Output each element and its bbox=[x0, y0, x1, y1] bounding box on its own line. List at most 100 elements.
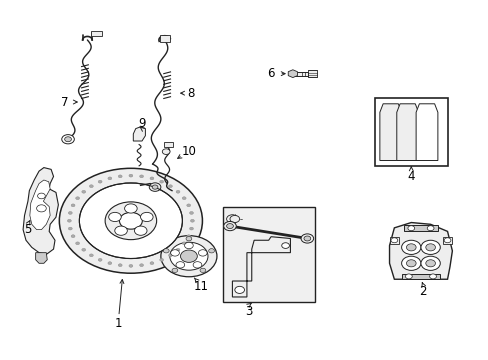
Circle shape bbox=[208, 249, 214, 253]
Circle shape bbox=[420, 240, 439, 255]
Circle shape bbox=[98, 180, 102, 183]
Circle shape bbox=[401, 256, 420, 270]
Polygon shape bbox=[415, 104, 437, 161]
Circle shape bbox=[149, 183, 161, 192]
Circle shape bbox=[105, 202, 156, 240]
Circle shape bbox=[160, 180, 163, 183]
Circle shape bbox=[76, 242, 80, 245]
Circle shape bbox=[108, 177, 112, 180]
Circle shape bbox=[64, 137, 71, 142]
Circle shape bbox=[152, 185, 158, 189]
Circle shape bbox=[406, 244, 415, 251]
Circle shape bbox=[301, 234, 313, 243]
Bar bbox=[292, 72, 308, 76]
Circle shape bbox=[150, 177, 154, 180]
Circle shape bbox=[140, 264, 143, 267]
Circle shape bbox=[186, 235, 190, 238]
Circle shape bbox=[226, 224, 233, 229]
Text: 6: 6 bbox=[267, 67, 274, 80]
Circle shape bbox=[223, 221, 236, 231]
Circle shape bbox=[182, 242, 186, 245]
Circle shape bbox=[176, 262, 184, 268]
Circle shape bbox=[193, 262, 202, 268]
Circle shape bbox=[168, 254, 172, 257]
Text: 7: 7 bbox=[61, 95, 68, 108]
Bar bbox=[160, 35, 169, 42]
Circle shape bbox=[427, 226, 433, 231]
Circle shape bbox=[170, 250, 179, 256]
Circle shape bbox=[129, 174, 133, 177]
Circle shape bbox=[189, 212, 193, 214]
Circle shape bbox=[198, 250, 207, 256]
Text: 2: 2 bbox=[419, 285, 426, 298]
Circle shape bbox=[443, 238, 450, 243]
Circle shape bbox=[234, 286, 244, 293]
Circle shape bbox=[168, 185, 172, 188]
Polygon shape bbox=[30, 180, 50, 230]
Polygon shape bbox=[133, 127, 145, 141]
Circle shape bbox=[89, 185, 93, 188]
Circle shape bbox=[59, 168, 202, 273]
Circle shape bbox=[186, 204, 190, 207]
Circle shape bbox=[162, 149, 170, 154]
Circle shape bbox=[182, 197, 186, 200]
Circle shape bbox=[76, 197, 80, 200]
Circle shape bbox=[108, 262, 112, 265]
Text: 9: 9 bbox=[138, 117, 145, 130]
Bar bbox=[308, 71, 316, 77]
Circle shape bbox=[129, 265, 133, 267]
Circle shape bbox=[124, 204, 137, 213]
Circle shape bbox=[68, 227, 72, 230]
Circle shape bbox=[115, 226, 127, 235]
Circle shape bbox=[176, 190, 180, 193]
Polygon shape bbox=[23, 168, 58, 255]
Text: 11: 11 bbox=[193, 280, 208, 293]
Circle shape bbox=[140, 175, 143, 178]
Circle shape bbox=[184, 242, 193, 249]
Circle shape bbox=[98, 258, 102, 261]
Circle shape bbox=[401, 240, 420, 255]
Circle shape bbox=[176, 248, 180, 251]
Bar bbox=[223, 207, 314, 302]
Circle shape bbox=[189, 227, 193, 230]
Circle shape bbox=[169, 242, 207, 270]
Text: 1: 1 bbox=[115, 317, 122, 330]
Circle shape bbox=[81, 248, 85, 251]
Circle shape bbox=[405, 274, 411, 279]
Circle shape bbox=[150, 262, 154, 265]
Circle shape bbox=[406, 260, 415, 267]
Circle shape bbox=[229, 215, 239, 222]
Circle shape bbox=[172, 268, 178, 273]
Circle shape bbox=[281, 243, 289, 248]
Circle shape bbox=[37, 205, 46, 212]
Bar bbox=[442, 237, 451, 244]
Circle shape bbox=[163, 249, 169, 253]
Circle shape bbox=[161, 236, 217, 277]
Circle shape bbox=[79, 183, 182, 258]
Circle shape bbox=[407, 226, 414, 231]
Text: 4: 4 bbox=[407, 170, 414, 183]
Circle shape bbox=[67, 219, 71, 222]
Text: 8: 8 bbox=[187, 87, 195, 100]
Text: 5: 5 bbox=[24, 223, 32, 236]
Bar bbox=[163, 142, 173, 147]
Circle shape bbox=[71, 235, 75, 238]
Polygon shape bbox=[379, 104, 401, 161]
Circle shape bbox=[429, 274, 435, 279]
Circle shape bbox=[304, 236, 310, 241]
Circle shape bbox=[425, 260, 435, 267]
Circle shape bbox=[190, 219, 194, 222]
Circle shape bbox=[118, 264, 122, 267]
Text: 10: 10 bbox=[181, 145, 196, 158]
Circle shape bbox=[81, 190, 85, 193]
Circle shape bbox=[38, 193, 45, 199]
Circle shape bbox=[71, 204, 75, 207]
Bar bbox=[401, 274, 439, 279]
Bar bbox=[374, 99, 447, 166]
Circle shape bbox=[425, 244, 435, 251]
Circle shape bbox=[140, 212, 153, 221]
Circle shape bbox=[118, 175, 122, 178]
Polygon shape bbox=[287, 70, 297, 77]
Circle shape bbox=[185, 237, 191, 241]
Bar bbox=[91, 31, 102, 36]
